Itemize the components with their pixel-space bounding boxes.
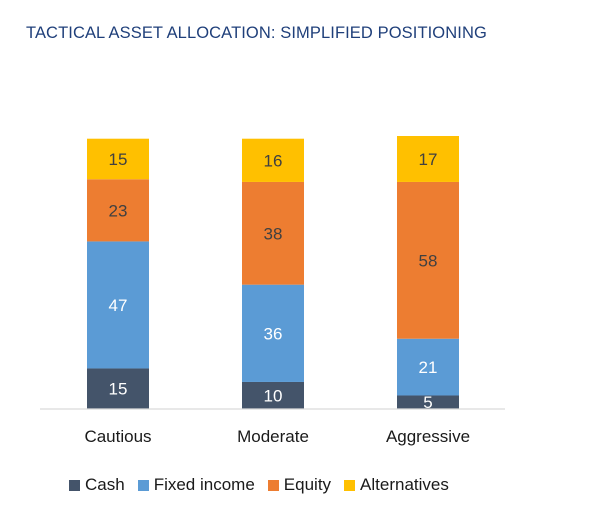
legend-swatch-equity [267, 479, 279, 491]
legend-label-alternatives: Alternatives [360, 475, 449, 494]
legend-item-cash: Cash [69, 475, 125, 495]
data-label-aggressive-equity: 58 [419, 251, 438, 270]
labels-layer: 15 47 23 15 Cautious 10 36 38 16 Moderate 5 21 58 17 A… [84, 150, 470, 446]
bar-aggressive-alternatives [397, 136, 459, 182]
category-label-aggressive: Aggressive [386, 427, 470, 446]
data-label-cautious-equity: 23 [109, 201, 128, 220]
bars-layer [87, 136, 459, 409]
category-label-cautious: Cautious [84, 427, 151, 446]
data-label-moderate-alternatives: 16 [264, 151, 283, 170]
bar-aggressive-fixed-income [397, 338, 459, 396]
legend-swatch-alternatives [344, 479, 356, 491]
bar-cautious-fixed-income [87, 241, 149, 369]
data-label-moderate-fixed-income: 36 [264, 324, 283, 343]
legend-label-fixed-income: Fixed income [153, 475, 255, 494]
bar-moderate-equity [242, 181, 304, 285]
legend-swatch-cash [69, 479, 80, 491]
bar-aggressive-cash [397, 395, 459, 409]
legend-label-cash: Cash [85, 475, 125, 494]
bar-cautious-equity [87, 179, 149, 242]
data-label-moderate-equity: 38 [264, 224, 283, 243]
data-label-aggressive-cash: 5 [423, 393, 432, 412]
bar-moderate-alternatives [242, 138, 304, 182]
data-label-cautious-fixed-income: 47 [109, 296, 128, 315]
legend-item-alternatives: Alternatives [344, 475, 449, 495]
data-label-moderate-cash: 10 [264, 386, 283, 405]
bar-moderate-fixed-income [242, 284, 304, 382]
legend-item-equity: Equity [267, 475, 332, 495]
legend-label-equity: Equity [283, 475, 332, 494]
bar-cautious-alternatives [87, 138, 149, 180]
data-label-cautious-cash: 15 [109, 380, 128, 399]
bar-aggressive-equity [397, 181, 459, 339]
chart-title: TACTICAL ASSET ALLOCATION: SIMPLIFIED PO… [26, 24, 487, 42]
data-label-aggressive-fixed-income: 21 [419, 358, 438, 377]
data-label-aggressive-alternatives: 17 [419, 150, 438, 169]
legend-swatch-fixed-income [137, 479, 149, 491]
legend: Cash Fixed income Equity Alternatives [69, 475, 462, 495]
legend-item-fixed-income: Fixed income [137, 475, 255, 495]
bar-moderate-cash [242, 381, 304, 409]
category-label-moderate: Moderate [237, 427, 309, 446]
bar-cautious-cash [87, 368, 149, 409]
data-label-cautious-alternatives: 15 [109, 150, 128, 169]
